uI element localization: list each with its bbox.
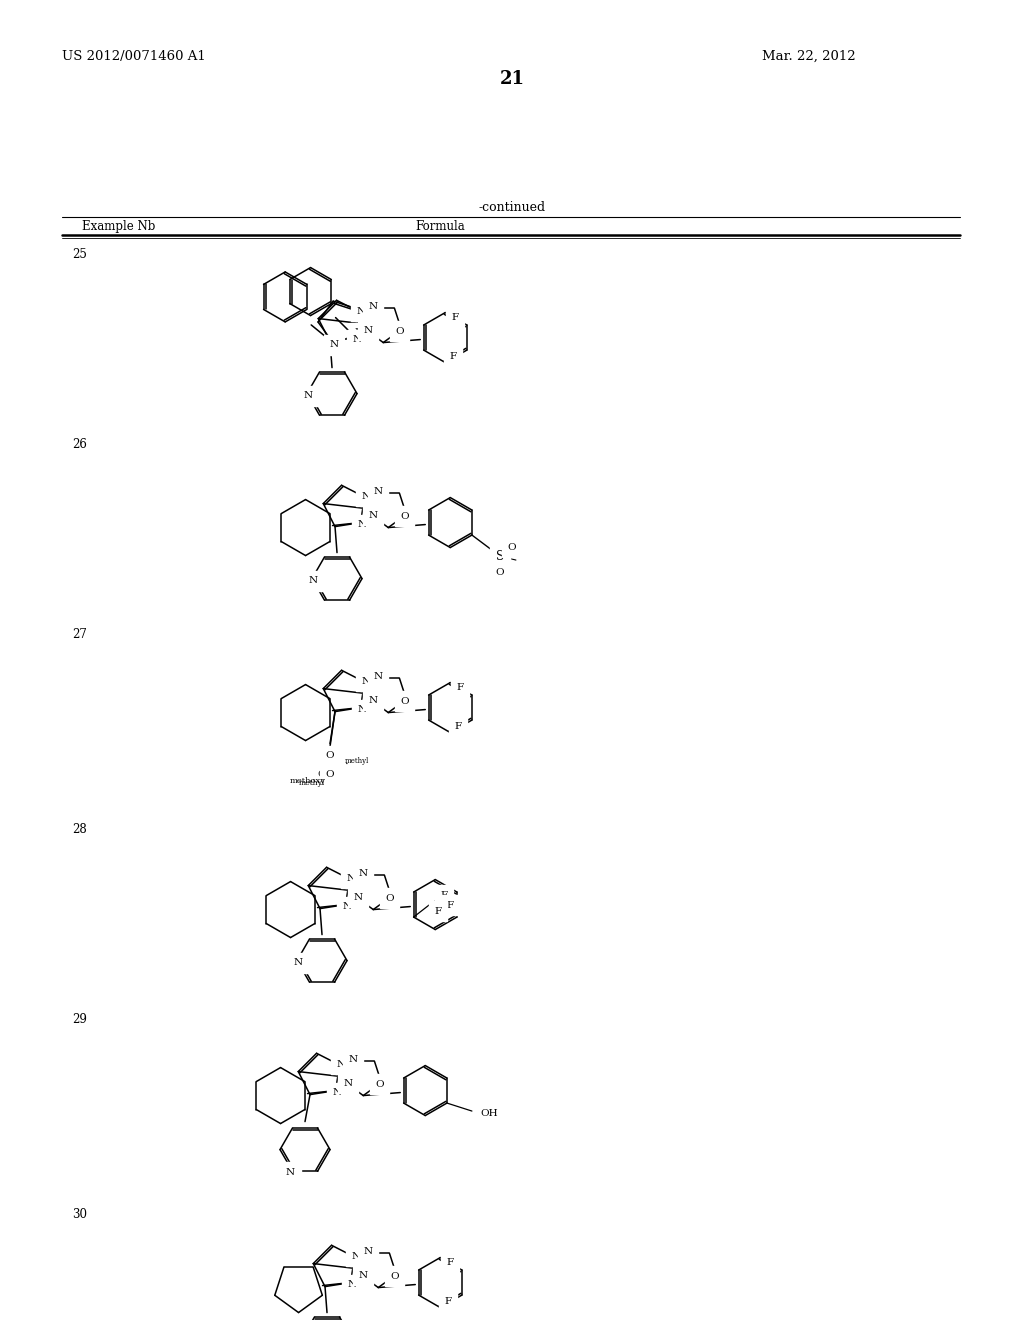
Text: N: N — [336, 1060, 345, 1068]
Text: N: N — [356, 306, 366, 315]
Text: N: N — [358, 869, 368, 878]
Text: S: S — [496, 549, 504, 562]
Text: N: N — [361, 491, 370, 500]
Text: methyl: methyl — [345, 756, 370, 764]
Text: 30: 30 — [72, 1208, 87, 1221]
Text: N: N — [361, 677, 370, 685]
Text: N: N — [351, 1251, 360, 1261]
Text: O: O — [385, 894, 393, 903]
Text: N: N — [358, 520, 368, 529]
Text: 25: 25 — [72, 248, 87, 261]
Text: O: O — [508, 543, 516, 552]
Text: F: F — [452, 313, 459, 322]
Text: N: N — [358, 705, 368, 714]
Text: F: F — [434, 907, 441, 916]
Text: N: N — [348, 1280, 357, 1290]
Text: 27: 27 — [72, 628, 87, 642]
Text: N: N — [344, 1078, 352, 1088]
Text: N: N — [294, 958, 302, 968]
Text: F: F — [450, 352, 457, 362]
Text: methoxy: methoxy — [290, 776, 326, 784]
Text: Example Nb: Example Nb — [82, 220, 156, 234]
Text: F: F — [455, 722, 462, 731]
Text: F: F — [446, 1258, 454, 1267]
Text: N: N — [374, 487, 383, 496]
Text: F: F — [446, 900, 454, 909]
Text: US 2012/0071460 A1: US 2012/0071460 A1 — [62, 50, 206, 63]
Text: O: O — [317, 770, 327, 779]
Text: F: F — [444, 1298, 452, 1305]
Text: O: O — [390, 1272, 398, 1280]
Text: F: F — [440, 891, 447, 899]
Text: N: N — [353, 335, 362, 345]
Text: N: N — [286, 1168, 295, 1176]
Text: 21: 21 — [500, 70, 524, 88]
Text: Formula: Formula — [415, 220, 465, 234]
Text: O: O — [496, 568, 504, 577]
Text: N: N — [358, 1271, 368, 1280]
Text: N: N — [369, 511, 378, 520]
Text: N: N — [354, 329, 364, 338]
Text: N: N — [369, 302, 378, 310]
Text: N: N — [374, 672, 383, 681]
Text: O: O — [395, 327, 403, 335]
Text: 29: 29 — [72, 1012, 87, 1026]
Text: 26: 26 — [72, 438, 87, 451]
Text: N: N — [303, 391, 312, 400]
Text: OH: OH — [480, 1109, 498, 1118]
Text: N: N — [364, 326, 373, 335]
Text: N: N — [330, 341, 339, 350]
Text: O: O — [331, 752, 339, 762]
Text: O: O — [326, 770, 334, 779]
Text: N: N — [343, 902, 352, 911]
Text: N: N — [353, 892, 362, 902]
Text: Mar. 22, 2012: Mar. 22, 2012 — [762, 50, 856, 63]
Text: N: N — [333, 1088, 342, 1097]
Text: methyl: methyl — [299, 779, 326, 787]
Text: F: F — [457, 682, 464, 692]
Text: N: N — [364, 1246, 373, 1255]
Text: N: N — [346, 874, 355, 883]
Text: N: N — [369, 696, 378, 705]
Text: O: O — [400, 697, 409, 706]
Text: O: O — [400, 512, 409, 521]
Text: -continued: -continued — [478, 201, 546, 214]
Text: N: N — [308, 576, 317, 585]
Text: 28: 28 — [72, 822, 87, 836]
Text: O: O — [375, 1080, 384, 1089]
Text: O: O — [326, 751, 334, 760]
Text: N: N — [348, 1055, 357, 1064]
